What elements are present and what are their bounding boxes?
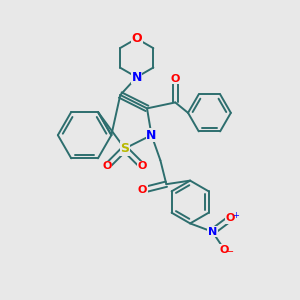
Text: N: N bbox=[131, 71, 142, 84]
Text: O: O bbox=[102, 161, 112, 171]
Text: N: N bbox=[146, 129, 157, 142]
Text: O: O bbox=[138, 185, 147, 195]
Text: −: − bbox=[226, 247, 234, 257]
Text: S: S bbox=[120, 142, 129, 155]
Text: O: O bbox=[220, 244, 229, 255]
Text: N: N bbox=[208, 227, 217, 237]
Text: O: O bbox=[171, 74, 180, 84]
Text: O: O bbox=[226, 213, 235, 224]
Text: O: O bbox=[138, 161, 147, 171]
Text: +: + bbox=[232, 212, 239, 220]
Text: O: O bbox=[131, 32, 142, 45]
